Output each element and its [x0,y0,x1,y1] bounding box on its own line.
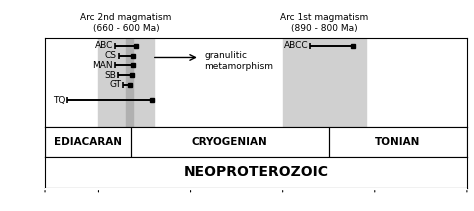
Text: GT: GT [109,80,121,89]
Text: NEOPROTEROZOIC: NEOPROTEROZOIC [183,165,328,180]
Text: SB: SB [104,71,116,80]
Text: TONIAN: TONIAN [375,137,420,147]
Bar [99,38,154,127]
Text: Arc 1st magmatism
(890 - 800 Ma): Arc 1st magmatism (890 - 800 Ma) [280,13,368,33]
Text: granulitic
metamorphism: granulitic metamorphism [204,51,273,71]
Text: Arc 2nd magmatism
(660 - 600 Ma): Arc 2nd magmatism (660 - 600 Ma) [81,13,172,33]
Text: CS: CS [105,51,117,60]
Text: EDIACARAN: EDIACARAN [54,137,122,147]
Text: ABCC: ABCC [284,41,309,50]
Text: ABC: ABC [95,41,113,50]
Bar [126,38,134,127]
Text: CRYOGENIAN: CRYOGENIAN [192,137,268,147]
Bar [283,38,365,127]
Text: TQ: TQ [53,96,65,104]
Text: MAN: MAN [92,61,113,70]
